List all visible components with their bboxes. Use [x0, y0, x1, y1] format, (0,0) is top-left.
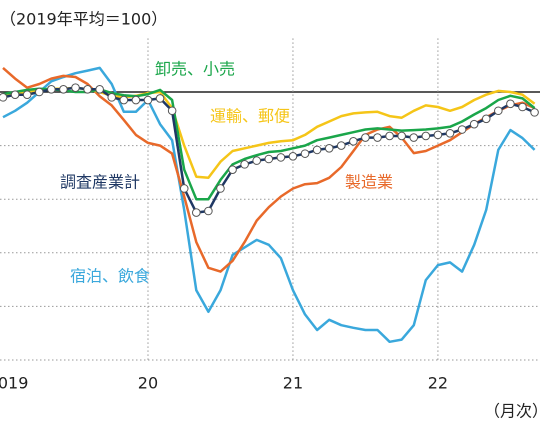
x-axis-label: （月次） [484, 402, 548, 421]
series-marker [192, 208, 201, 217]
x-tick-label: 20 [138, 374, 158, 393]
series-marker [204, 206, 213, 216]
series-marker [433, 130, 443, 140]
series-marker [59, 85, 68, 94]
series-line [2, 87, 536, 201]
series-marker [530, 108, 539, 117]
series-marker [179, 184, 189, 193]
series-marker [324, 143, 334, 153]
series-marker [385, 131, 394, 141]
series-marker [506, 99, 515, 109]
series-marker [300, 149, 310, 158]
series-marker [409, 133, 419, 142]
series-marker [445, 128, 455, 138]
series-marker [494, 106, 503, 116]
series-marker [252, 156, 262, 165]
series-marker [167, 106, 177, 116]
series-line [2, 66, 536, 273]
series-line [2, 66, 536, 344]
series-marker [397, 131, 406, 141]
series-marker [240, 160, 249, 169]
series-marker [469, 119, 479, 129]
series-marker [107, 93, 117, 102]
series-marker [288, 152, 298, 161]
series-marker [228, 165, 237, 175]
x-tick-label: 2019 [0, 374, 28, 393]
series-marker [276, 153, 286, 162]
series-marker [71, 83, 80, 93]
series-marker [10, 90, 20, 99]
series-marker [83, 85, 92, 94]
series-marker [373, 133, 382, 142]
series-marker [264, 154, 274, 164]
series-marker [47, 85, 56, 94]
series-marker [421, 131, 431, 141]
series-label: 運輸、郵便 [210, 107, 290, 126]
series-marker [457, 125, 467, 134]
series-marker [119, 95, 129, 105]
series-marker [518, 102, 527, 112]
series-label: 製造業 [345, 173, 393, 192]
series-marker [312, 145, 322, 155]
series-marker [361, 133, 370, 142]
series-marker [336, 141, 346, 150]
series-marker [0, 93, 8, 102]
series-marker [131, 95, 141, 105]
series-marker [22, 90, 32, 99]
x-tick-label: 22 [428, 374, 448, 393]
series-label: 調査産業計 [60, 173, 140, 192]
chart-title: （2019年平均＝100） [0, 10, 167, 29]
x-tick-label: 21 [283, 374, 303, 393]
series-marker [216, 184, 225, 193]
series-marker [349, 137, 358, 146]
series-marker [155, 94, 165, 103]
series-marker [95, 85, 104, 94]
series-marker [34, 87, 44, 97]
series-label: 宿泊、飲食 [70, 267, 150, 286]
series-marker [481, 114, 491, 124]
series-label: 卸売、小売 [155, 60, 235, 79]
series-marker [143, 95, 153, 105]
